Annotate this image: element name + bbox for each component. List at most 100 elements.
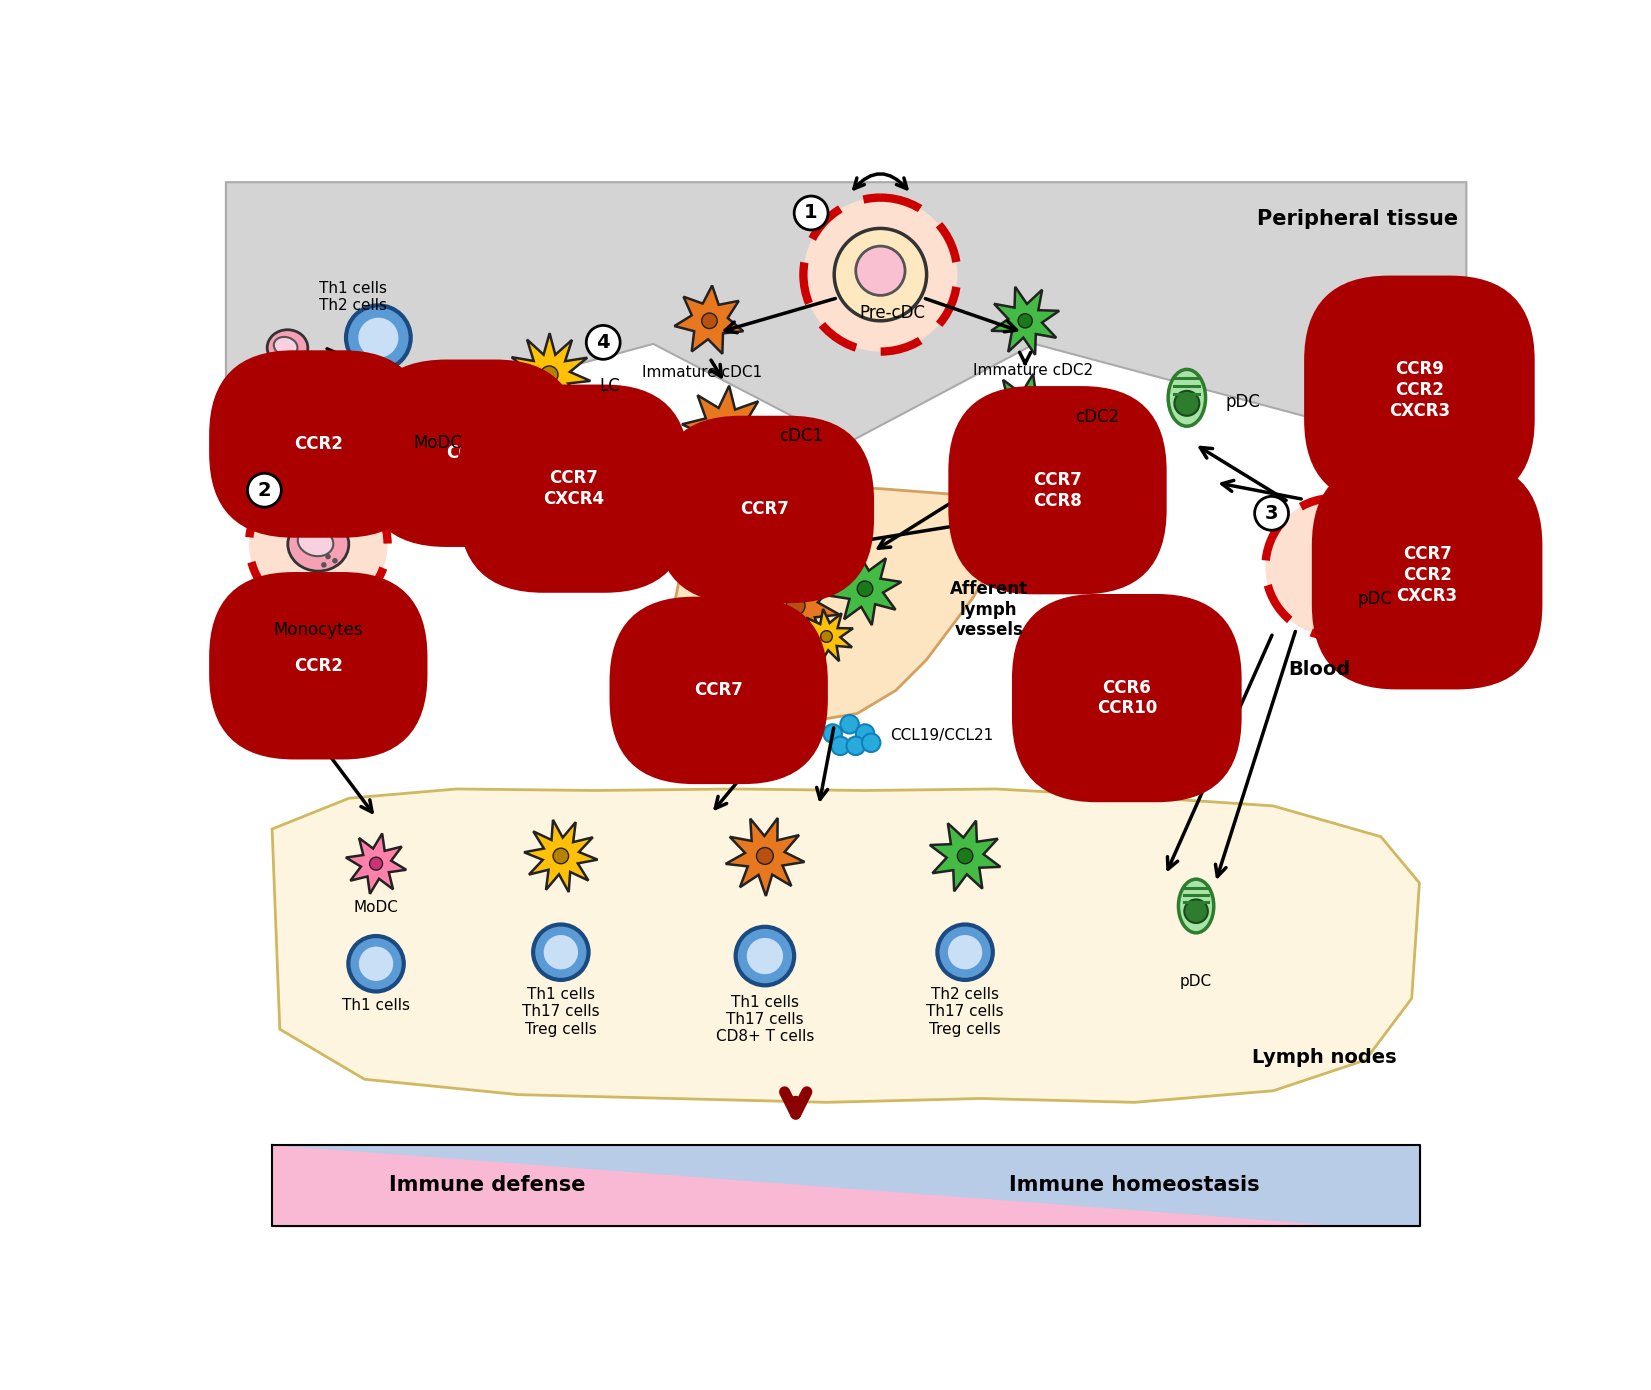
Text: Th1 cells
Th17 cells
Treg cells: Th1 cells Th17 cells Treg cells [522,987,599,1037]
Circle shape [347,306,411,370]
Text: CCR6
CCR10: CCR6 CCR10 [1096,678,1157,717]
Circle shape [958,848,972,863]
Text: cDC1: cDC1 [779,427,822,445]
Text: Immature cDC1: Immature cDC1 [642,366,761,381]
Text: 2: 2 [258,481,271,499]
Ellipse shape [1169,370,1205,427]
Text: CCR7
CXCR4: CCR7 CXCR4 [543,470,604,509]
Polygon shape [991,286,1060,354]
Text: Immature cDC2: Immature cDC2 [972,363,1093,378]
Circle shape [786,596,806,616]
Polygon shape [726,817,804,897]
Ellipse shape [274,336,297,356]
Circle shape [249,475,388,613]
Circle shape [358,947,393,981]
Circle shape [830,737,850,755]
Text: 4: 4 [596,332,609,352]
Circle shape [834,228,926,321]
Ellipse shape [287,517,348,571]
Circle shape [804,197,958,352]
Text: CCR2: CCR2 [294,656,343,674]
Text: CCR7
CCR8: CCR7 CCR8 [1034,471,1081,510]
Circle shape [1174,391,1199,416]
Text: Th2 cells
Th17 cells
Treg cells: Th2 cells Th17 cells Treg cells [926,987,1004,1037]
Polygon shape [799,609,854,663]
Polygon shape [226,182,1466,460]
Text: Lymph nodes: Lymph nodes [1251,1048,1397,1068]
Text: pDC: pDC [1357,591,1393,609]
Circle shape [431,388,444,400]
Text: Afferent
lymph
vessels: Afferent lymph vessels [949,580,1029,639]
Circle shape [540,366,558,384]
Circle shape [717,420,735,438]
Polygon shape [986,374,1065,452]
Text: CCL19/CCL21: CCL19/CCL21 [890,727,992,742]
Circle shape [1184,899,1209,923]
Circle shape [332,557,338,563]
Circle shape [857,581,873,596]
Circle shape [348,935,404,991]
Circle shape [292,354,296,357]
Circle shape [756,848,773,865]
Polygon shape [272,1145,1344,1226]
Circle shape [370,858,383,870]
Text: cDC2: cDC2 [1075,409,1119,427]
Circle shape [543,935,578,969]
Ellipse shape [1179,878,1213,933]
Circle shape [358,318,398,357]
Text: Immune homeostasis: Immune homeostasis [1009,1175,1260,1195]
Ellipse shape [267,329,307,366]
Circle shape [1255,496,1288,530]
Circle shape [553,848,568,863]
Circle shape [446,424,482,460]
Circle shape [1017,404,1034,421]
Ellipse shape [266,703,291,721]
Circle shape [862,734,880,752]
Text: pDC: pDC [1180,974,1212,988]
Ellipse shape [259,695,300,731]
Text: Blood: Blood [1288,660,1351,678]
Circle shape [297,357,300,360]
Circle shape [320,562,327,567]
Polygon shape [408,364,467,424]
Circle shape [746,938,783,974]
Polygon shape [675,285,743,354]
Polygon shape [829,552,901,626]
Text: Th1 cells
Th2 cells: Th1 cells Th2 cells [319,281,386,313]
Circle shape [1265,498,1403,637]
Text: Monocytes: Monocytes [274,621,363,639]
Text: LC: LC [599,377,621,395]
Circle shape [736,927,794,986]
Text: CCR7: CCR7 [695,681,743,699]
Text: Immune defense: Immune defense [390,1175,586,1195]
Circle shape [948,935,982,969]
Text: Pre-cDC: Pre-cDC [859,304,925,322]
Text: CCR7
CCR2
CXCR3: CCR7 CCR2 CXCR3 [1397,545,1458,605]
Ellipse shape [297,528,334,556]
Circle shape [821,631,832,642]
Circle shape [289,360,292,363]
Polygon shape [751,563,839,651]
Circle shape [586,325,621,359]
Circle shape [1321,560,1347,587]
Text: CCR2: CCR2 [294,435,343,453]
Circle shape [938,924,992,980]
Circle shape [855,724,875,742]
Circle shape [824,724,842,742]
Polygon shape [345,834,406,894]
Circle shape [1019,314,1032,328]
Text: MoDC: MoDC [413,434,462,452]
Polygon shape [272,1145,1420,1226]
Polygon shape [682,385,768,471]
Text: CCR7: CCR7 [446,445,495,463]
Text: MoDC: MoDC [353,899,398,915]
Circle shape [702,313,717,328]
Text: Peripheral tissue: Peripheral tissue [1256,208,1458,229]
Polygon shape [272,790,1420,1102]
Circle shape [840,714,859,734]
Polygon shape [509,334,591,414]
Circle shape [289,723,292,727]
Text: Th1 cells
Th17 cells
CD8+ T cells: Th1 cells Th17 cells CD8+ T cells [717,995,814,1044]
Text: 1: 1 [804,203,817,222]
Circle shape [847,737,865,755]
